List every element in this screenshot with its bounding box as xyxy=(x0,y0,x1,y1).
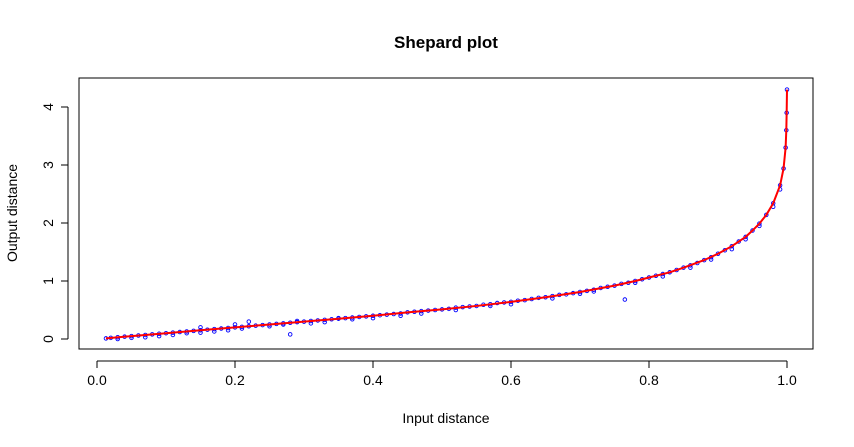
data-point xyxy=(232,322,238,327)
x-axis: 0.0 0.2 0.4 0.6 0.8 1.0 xyxy=(87,360,797,388)
x-tick-label: 0.8 xyxy=(639,372,659,388)
y-tick-label: 4 xyxy=(40,103,56,111)
y-tick-label: 2 xyxy=(40,219,56,227)
fit-line xyxy=(105,89,788,340)
x-tick-label: 0.4 xyxy=(363,372,383,388)
data-point xyxy=(743,234,748,240)
fit-line-layer xyxy=(105,89,788,340)
data-point xyxy=(246,319,252,324)
x-tick-label: 0.0 xyxy=(87,372,107,388)
scatter-points xyxy=(103,87,790,342)
x-tick-label: 1.0 xyxy=(777,372,797,388)
plot-frame xyxy=(78,77,814,350)
data-point xyxy=(622,297,628,302)
x-tick-label: 0.6 xyxy=(501,372,521,388)
data-point xyxy=(398,313,403,319)
y-axis: 0 1 2 3 4 xyxy=(40,103,69,343)
y-axis-label: Output distance xyxy=(4,164,20,262)
y-tick-label: 0 xyxy=(40,335,56,343)
data-point xyxy=(757,221,762,226)
data-point xyxy=(750,228,755,233)
x-tick-label: 0.2 xyxy=(225,372,245,388)
x-axis-label: Input distance xyxy=(402,410,489,426)
chart-title: Shepard plot xyxy=(394,33,498,52)
y-tick-label: 3 xyxy=(40,161,56,169)
data-point xyxy=(736,239,741,244)
y-tick-label: 1 xyxy=(40,277,56,285)
data-point xyxy=(287,332,293,337)
data-point xyxy=(198,325,203,330)
